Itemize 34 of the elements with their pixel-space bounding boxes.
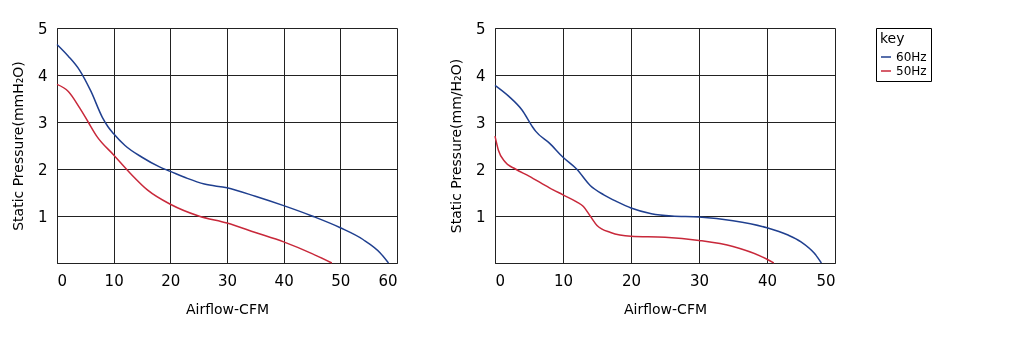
x-tick-label: 30: [217, 271, 238, 290]
line-series: [56, 43, 390, 264]
x-tick-label: 10: [104, 271, 124, 290]
x-tick-label: 0: [57, 271, 68, 290]
y-tick-label: 5: [37, 19, 48, 38]
x-tick-label: 50: [331, 271, 351, 290]
line-series: [56, 83, 333, 264]
x-axis-title: Airflow-CFM: [623, 300, 708, 317]
y-tick-label: 3: [37, 113, 48, 132]
legend-label: 60Hz: [896, 50, 927, 64]
x-tick-label: 10: [553, 271, 574, 290]
x-tick-label: 40: [274, 271, 294, 290]
x-tick-label: 20: [621, 271, 642, 290]
line-series: [494, 84, 823, 264]
y-tick-label: 5: [475, 19, 486, 38]
x-tick-label: 60: [378, 271, 398, 290]
y-tick-label: 1: [37, 207, 48, 226]
y-tick-label: 4: [475, 66, 486, 85]
y-tick-label: 2: [37, 160, 48, 179]
x-tick-label: 50: [816, 271, 836, 290]
y-tick-label: 1: [475, 207, 486, 226]
x-axis-title: Airflow-CFM: [185, 300, 270, 317]
y-axis-title: Static Pressure(mmH₂O): [9, 61, 26, 231]
y-axis-title: Static Pressure(mm/H₂O): [447, 58, 464, 234]
y-tick-label: 3: [475, 113, 486, 132]
legend-label: 50Hz: [896, 64, 927, 78]
x-tick-label: 0: [495, 271, 506, 290]
x-tick-label: 30: [689, 271, 710, 290]
y-tick-label: 4: [37, 66, 48, 85]
line-series: [494, 135, 775, 264]
x-tick-label: 40: [757, 271, 778, 290]
x-tick-label: 20: [161, 271, 181, 290]
y-tick-label: 2: [475, 160, 486, 179]
legend-title: key: [880, 30, 905, 46]
